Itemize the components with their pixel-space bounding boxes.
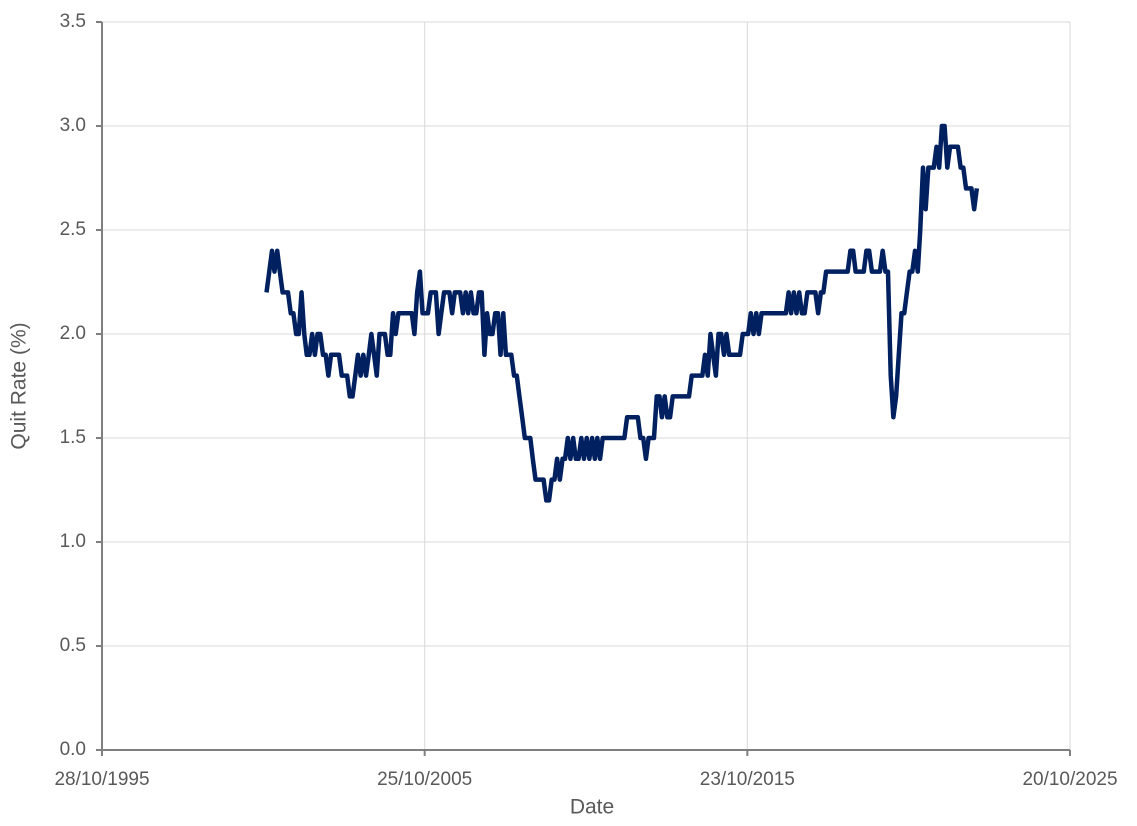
x-tick-label: 28/10/1995 bbox=[54, 769, 149, 790]
x-tick-label: 20/10/2025 bbox=[1022, 769, 1117, 790]
y-tick-label: 0.0 bbox=[60, 739, 86, 760]
y-tick-label: 2.0 bbox=[60, 323, 86, 344]
x-tick-label: 23/10/2015 bbox=[700, 769, 795, 790]
y-tick-label: 1.0 bbox=[60, 531, 86, 552]
grid bbox=[101, 21, 1071, 751]
marks bbox=[264, 123, 980, 503]
y-tick-label: 2.5 bbox=[60, 219, 86, 240]
y-tick-label: 3.5 bbox=[60, 11, 86, 32]
data-line bbox=[264, 123, 980, 503]
y-tick-label: 1.5 bbox=[60, 427, 86, 448]
x-tick-label: 25/10/2005 bbox=[377, 769, 472, 790]
y-tick-label: 3.0 bbox=[60, 115, 86, 136]
y-tick-label: 0.5 bbox=[60, 635, 86, 656]
y-axis-title: Quit Rate (%) bbox=[8, 322, 31, 449]
x-axis-title: Date bbox=[570, 796, 614, 819]
